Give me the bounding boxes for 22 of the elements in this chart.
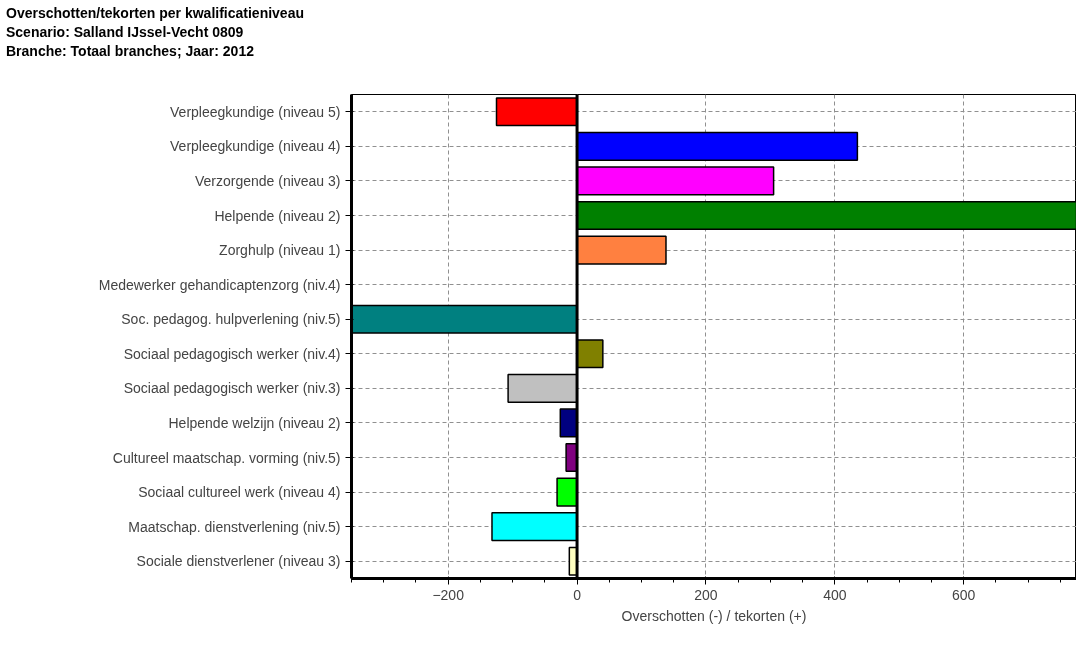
y-tick-label: Verpleegkundige (niveau 5): [170, 103, 341, 120]
y-tick-label: Medewerker gehandicaptenzorg (niv.4): [98, 276, 341, 293]
y-tick-label: Helpende (niveau 2): [214, 207, 341, 224]
x-tick-label: 600: [952, 586, 976, 603]
x-tick-label: 0: [573, 586, 582, 603]
text: Scenario: Salland IJssel-Vecht 0809 Branche: Totaal branches; Jaar: 2012: [6, 24, 254, 59]
x-axis-title: Overschotten (-) / tekorten (+): [621, 607, 807, 624]
y-tick-label: Sociale dienstverlener (niveau 3): [136, 553, 341, 570]
y-tick-label: Soc. pedagog. hulpverlening (niv.5): [121, 311, 341, 328]
y-tick-label: Verzorgende (niveau 3): [194, 172, 341, 189]
y-tick-label: Verpleegkundige (niveau 4): [170, 138, 341, 155]
y-tick-label: Sociaal pedagogisch werker (niv.4): [123, 345, 341, 362]
x-tick-label: −200: [432, 586, 465, 603]
y-tick-label: Helpende welzijn (niveau 2): [168, 414, 341, 431]
y-tick-label: Cultureel maatschap. vorming (niv.5): [112, 449, 341, 466]
y-tick-label: Zorghulp (niveau 1): [219, 242, 341, 259]
y-tick-label: Maatschap. dienstverlening (niv.5): [128, 518, 341, 535]
text: Overschotten/tekorten per kwalificatieniveau: [6, 5, 304, 21]
y-tick-label: Sociaal pedagogisch werker (niv.3): [123, 380, 341, 397]
x-tick-label: 400: [823, 586, 847, 603]
x-tick-label: 200: [694, 586, 718, 603]
y-tick-label: Sociaal cultureel werk (niveau 4): [138, 484, 341, 501]
